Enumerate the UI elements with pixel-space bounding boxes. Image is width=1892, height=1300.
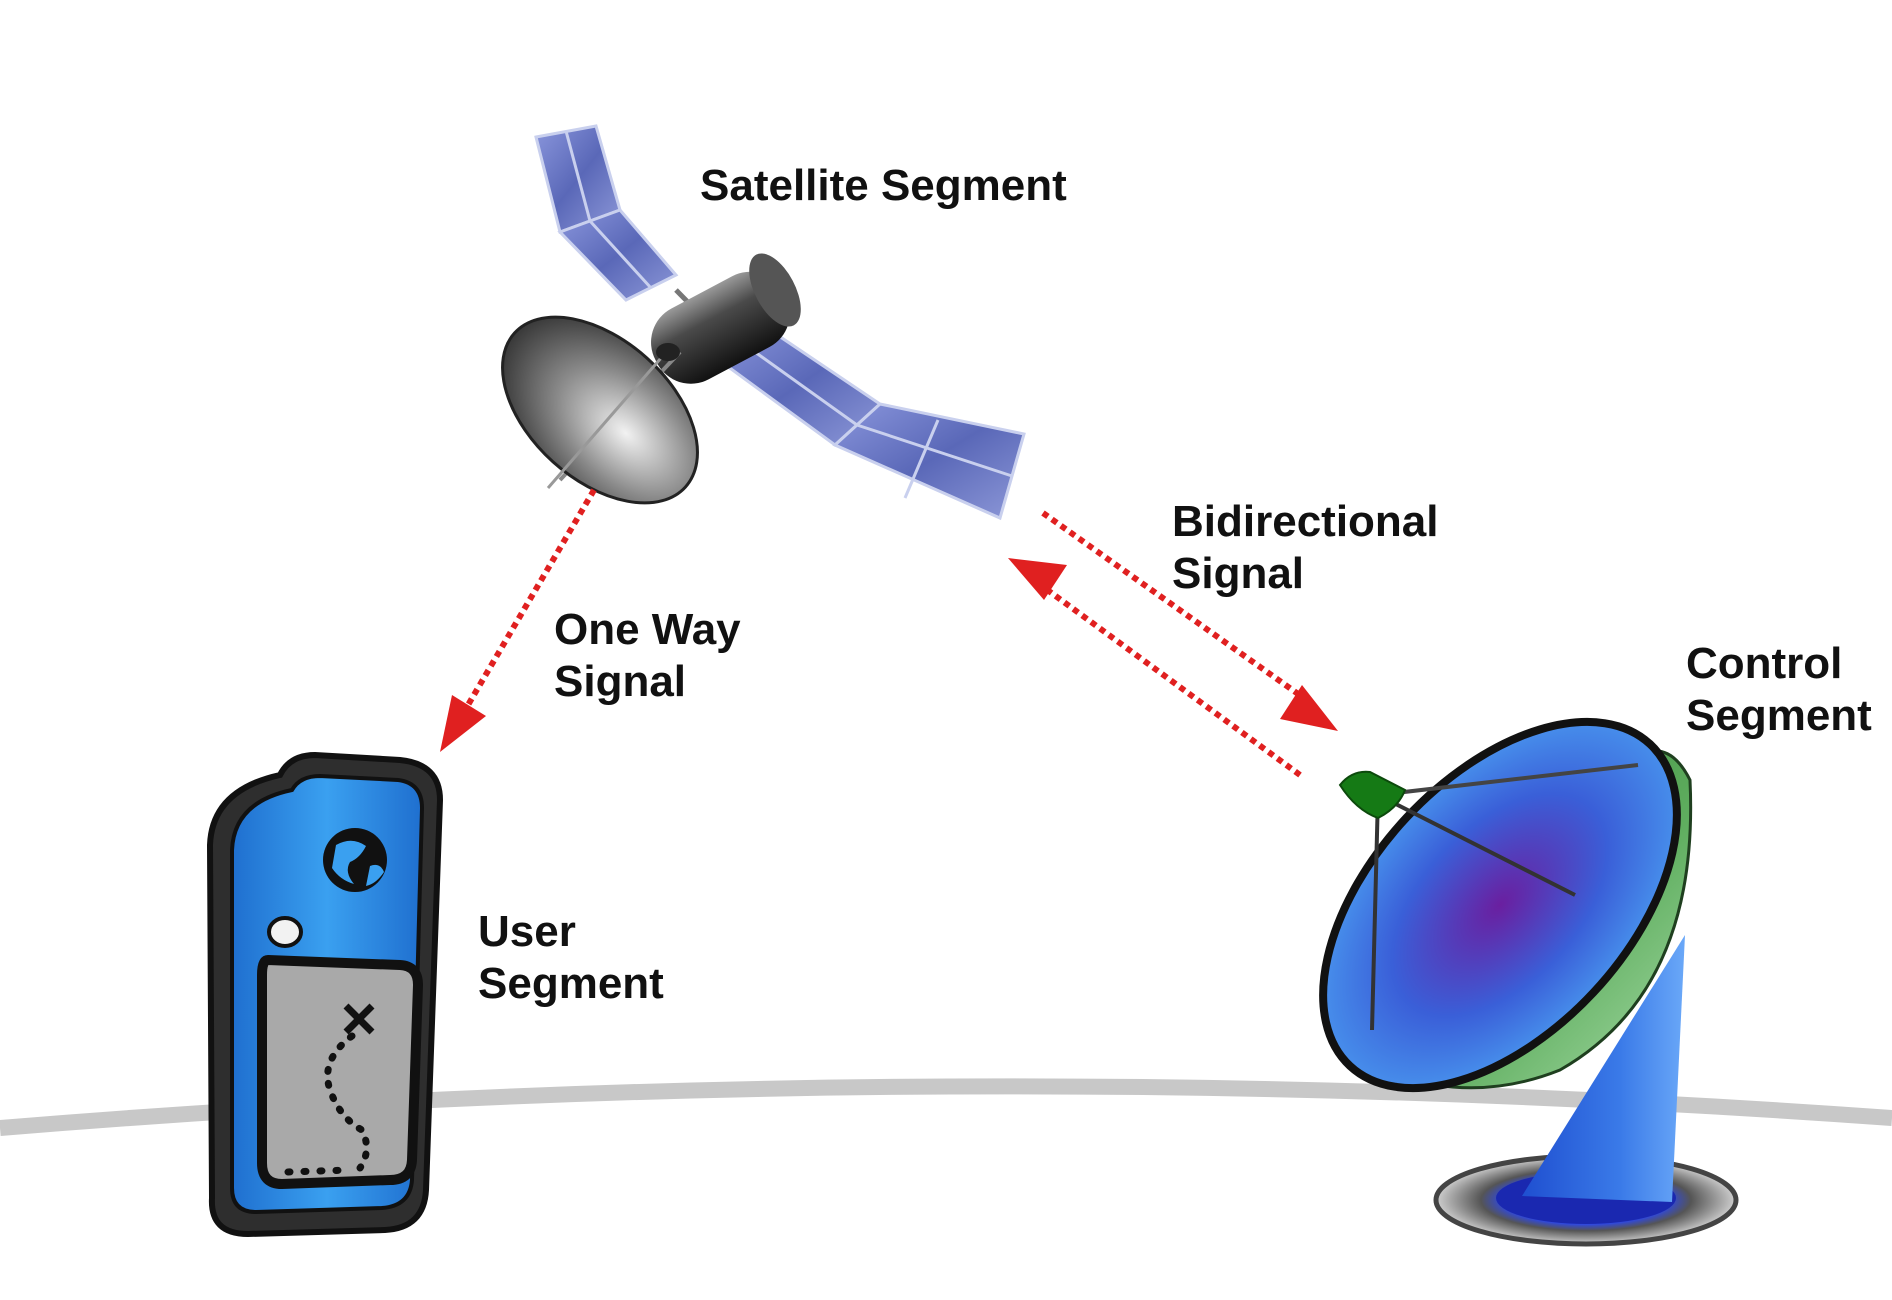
dish-stand — [1522, 935, 1685, 1202]
control-line-2: Segment — [1686, 691, 1872, 740]
bidirectional-signal-label: Bidirectional Signal — [1172, 496, 1439, 600]
satellite-segment-text: Satellite Segment — [700, 161, 1067, 210]
solar-panel-left — [534, 124, 679, 302]
one-way-line-1: One Way — [554, 605, 741, 654]
bidirectional-line-1: Bidirectional — [1172, 497, 1439, 546]
one-way-line-2: Signal — [554, 657, 687, 706]
gps-button — [267, 916, 303, 948]
control-segment-label: Control Segment — [1686, 638, 1872, 742]
satellite-body — [651, 253, 801, 384]
solar-panel-right — [708, 328, 1026, 521]
user-line-1: User — [478, 907, 576, 956]
user-line-2: Segment — [478, 959, 664, 1008]
one-way-signal-label: One Way Signal — [554, 604, 741, 708]
gps-handheld-icon — [206, 751, 444, 1238]
feed-horn — [1338, 770, 1407, 820]
globe-icon — [323, 828, 387, 892]
one-way-signal-arrow — [440, 488, 597, 752]
bidirectional-line-2: Signal — [1172, 549, 1305, 598]
satellite-segment-label: Satellite Segment — [700, 160, 1067, 212]
satellite-dish — [501, 315, 699, 505]
bidirectional-signal-arrows — [1008, 510, 1338, 778]
treasure-map-icon — [284, 1003, 375, 1176]
user-segment-label: User Segment — [478, 906, 664, 1010]
ground-station-dish-icon — [1319, 717, 1739, 1247]
control-line-1: Control — [1686, 639, 1843, 688]
satellite-icon — [501, 124, 1026, 521]
gps-screen — [257, 954, 424, 1190]
